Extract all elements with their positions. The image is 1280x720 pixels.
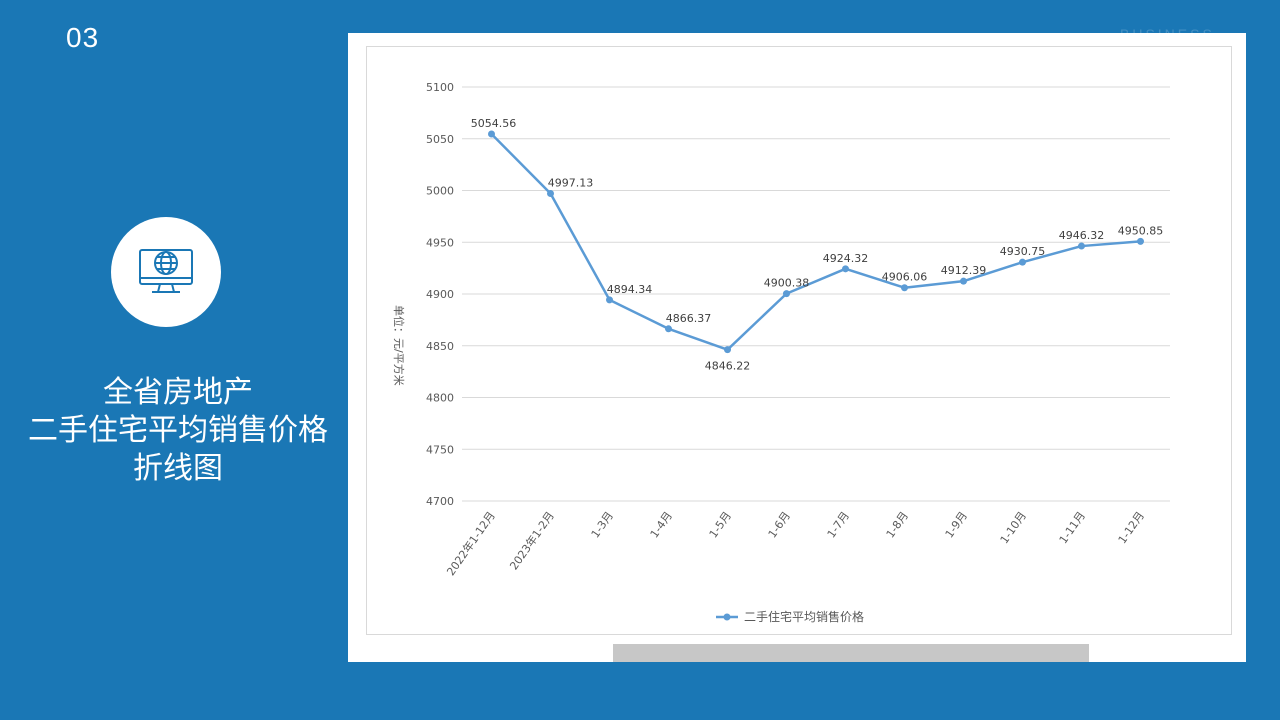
scroll-bar[interactable]: [613, 644, 1089, 662]
data-point: [783, 290, 790, 298]
data-point: [547, 189, 554, 197]
data-label: 4866.37: [666, 312, 712, 325]
title-line-3: 折线图: [133, 452, 223, 485]
data-label: 5054.56: [471, 117, 517, 130]
slide-title: 全省房地产 二手住宅平均销售价格 折线图: [0, 374, 356, 488]
data-point: [488, 130, 495, 138]
data-point: [724, 346, 731, 354]
icon-badge: [111, 217, 221, 327]
x-tick-label: 1-3月: [589, 509, 616, 540]
y-tick-label: 4700: [426, 495, 454, 508]
data-label: 4906.06: [882, 271, 928, 284]
y-tick-label: 4900: [426, 288, 454, 301]
data-label: 4846.22: [705, 360, 751, 373]
data-label: 4894.34: [607, 283, 653, 296]
slide-number: 03: [66, 22, 100, 53]
data-point: [1137, 237, 1144, 245]
data-point: [842, 265, 849, 273]
x-tick-label: 1-8月: [884, 509, 911, 540]
data-label: 4912.39: [941, 264, 987, 277]
data-label: 4997.13: [548, 176, 594, 189]
x-tick-label: 1-4月: [648, 509, 675, 540]
data-label: 4924.32: [823, 252, 869, 265]
y-tick-label: 4750: [426, 443, 454, 456]
title-line-1: 全省房地产: [103, 376, 253, 409]
y-axis-label: 单位：元/平方米: [392, 305, 406, 386]
y-tick-label: 4950: [426, 236, 454, 249]
x-tick-label: 1-7月: [825, 509, 852, 540]
data-label: 4900.38: [764, 277, 810, 290]
x-tick-label: 2023年1-2月: [507, 509, 557, 573]
chart-card: [348, 33, 1246, 662]
data-point: [606, 296, 613, 304]
y-tick-label: 5000: [426, 185, 454, 198]
y-tick-label: 5050: [426, 133, 454, 146]
x-tick-label: 1-9月: [943, 509, 970, 540]
series-line: [490, 133, 1141, 351]
data-label: 4930.75: [1000, 245, 1046, 258]
y-tick-label: 4850: [426, 340, 454, 353]
chart-frame: [366, 46, 1232, 635]
x-tick-label: 1-6月: [766, 509, 793, 540]
legend-label: 二手住宅平均销售价格: [744, 609, 864, 624]
data-point: [1019, 258, 1026, 266]
y-tick-label: 4800: [426, 392, 454, 405]
x-tick-label: 1-5月: [707, 509, 734, 540]
x-tick-label: 1-12月: [1116, 509, 1147, 546]
y-tick-label: 5100: [426, 81, 454, 94]
globe-monitor-icon: [139, 249, 193, 293]
x-tick-label: 2022年1-12月: [443, 509, 497, 578]
data-point: [1078, 242, 1085, 250]
data-point: [901, 284, 908, 292]
legend-marker: [723, 613, 731, 621]
x-tick-label: 1-11月: [1057, 509, 1088, 546]
data-label: 4946.32: [1059, 229, 1105, 242]
data-point: [665, 325, 672, 333]
data-point: [960, 277, 967, 285]
title-line-2: 二手住宅平均销售价格: [28, 414, 328, 447]
x-tick-label: 1-10月: [998, 509, 1029, 546]
data-label: 4950.85: [1118, 224, 1164, 237]
